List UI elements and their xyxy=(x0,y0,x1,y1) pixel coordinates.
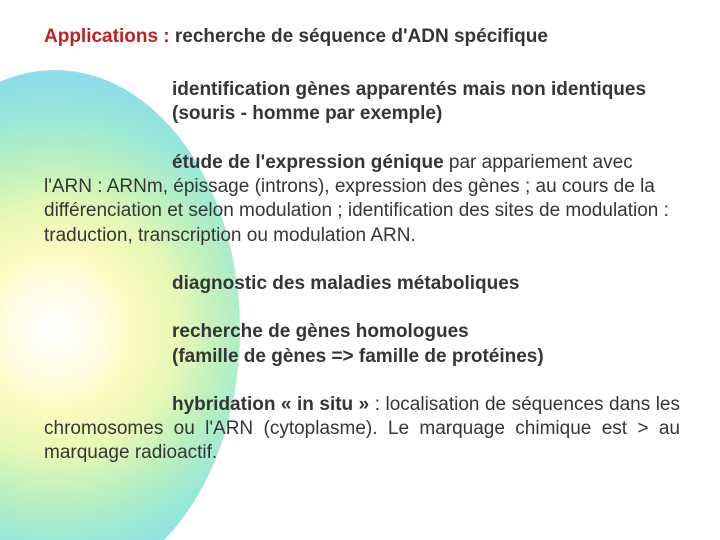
p1-line1: identification gènes apparentés mais non… xyxy=(172,79,646,100)
title-rest: recherche de séquence d'ADN spécifique xyxy=(170,26,548,47)
p3-line1: diagnostic des maladies métaboliques xyxy=(172,273,519,294)
paragraph-5: hybridation « in situ » : localisation d… xyxy=(44,393,680,466)
title-label: Applications : xyxy=(44,26,170,47)
p5-bold: hybridation « in situ » xyxy=(172,394,369,415)
paragraph-1: identification gènes apparentés mais non… xyxy=(44,78,680,127)
paragraph-3: diagnostic des maladies métaboliques xyxy=(44,272,680,296)
paragraph-4: recherche de gènes homologues (famille d… xyxy=(44,320,680,369)
p2-bold: étude de l'expression génique xyxy=(172,152,444,173)
p4-line1: recherche de gènes homologues xyxy=(172,321,469,342)
slide-content: Applications : recherche de séquence d'A… xyxy=(0,0,720,510)
p1-line2: (souris - homme par exemple) xyxy=(172,103,442,124)
paragraph-2: étude de l'expression génique par appari… xyxy=(44,151,680,248)
slide-title: Applications : recherche de séquence d'A… xyxy=(44,26,680,48)
p4-line2: (famille de gènes => famille de protéine… xyxy=(172,346,544,367)
